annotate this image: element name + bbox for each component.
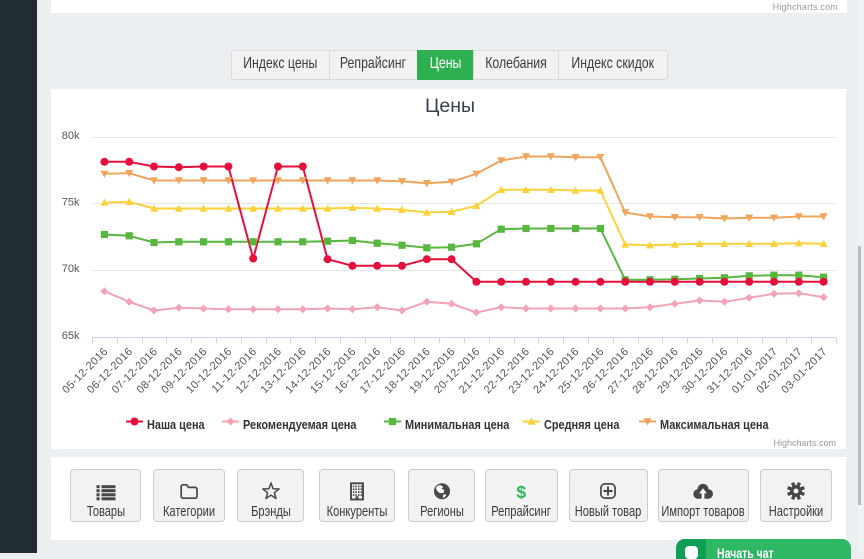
svg-text:80k: 80k (62, 130, 80, 142)
svg-text:Highcharts.com: Highcharts.com (773, 438, 836, 448)
svg-text:65k: 65k (62, 330, 80, 342)
svg-text:Цены: Цены (425, 95, 475, 117)
svg-text:70k: 70k (62, 263, 80, 275)
svg-text:75k: 75k (62, 197, 80, 209)
svg-text:$: $ (517, 482, 527, 501)
